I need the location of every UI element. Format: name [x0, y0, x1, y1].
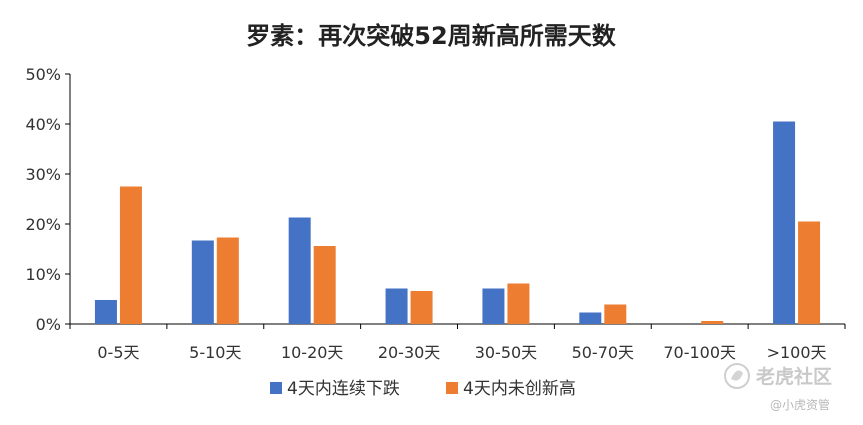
bars [94, 121, 821, 324]
y-tick-label: 50% [25, 65, 61, 84]
y-axis: 0% 10% 20% 30% 40% 50% [25, 65, 71, 334]
legend-label: 4天内连续下跌 [287, 379, 400, 399]
tiger-logo-mark [731, 370, 743, 381]
y-tick-label: 20% [25, 215, 61, 234]
x-tick-label: 5-10天 [189, 343, 241, 362]
watermark: 老虎社区 @小虎资管 [724, 363, 832, 412]
x-tick-label: 70-100天 [663, 343, 736, 362]
watermark-author: @小虎资管 [770, 397, 830, 412]
bar [410, 291, 433, 324]
x-axis: 0-5天 5-10天 10-20天 20-30天 30-50天 50-70天 70-100天… [69, 323, 846, 362]
legend: 4天内连续下跌 4天内未创新高 [270, 379, 576, 399]
x-tick-label: >100天 [767, 343, 827, 362]
tiger-logo-icon [724, 363, 750, 389]
x-tick-label: 50-70天 [572, 343, 635, 362]
bar [798, 221, 821, 324]
y-tick-label: 10% [25, 265, 61, 284]
chart-title: 罗素：再次突破52周新高所需天数 [246, 22, 616, 50]
bar [288, 217, 311, 324]
bar [385, 288, 408, 324]
bar [191, 240, 214, 324]
bar [604, 304, 627, 324]
x-tick-label: 0-5天 [97, 343, 139, 362]
bar [701, 321, 724, 324]
bar [507, 283, 530, 324]
y-tick-label: 40% [25, 115, 61, 134]
watermark-brand: 老虎社区 [756, 365, 832, 388]
legend-label: 4天内未创新高 [463, 379, 576, 399]
bar [94, 300, 117, 324]
bar [482, 288, 505, 324]
bar [579, 312, 602, 324]
x-tick-label: 20-30天 [378, 343, 441, 362]
y-tick-label: 0% [36, 315, 61, 334]
bar [119, 186, 142, 324]
x-tick-label: 10-20天 [281, 343, 344, 362]
legend-swatch [446, 382, 458, 394]
bar [216, 237, 239, 324]
x-tick-label: 30-50天 [475, 343, 538, 362]
bar [313, 246, 336, 324]
bar [773, 121, 796, 324]
legend-swatch [270, 382, 282, 394]
y-tick-label: 30% [25, 165, 61, 184]
